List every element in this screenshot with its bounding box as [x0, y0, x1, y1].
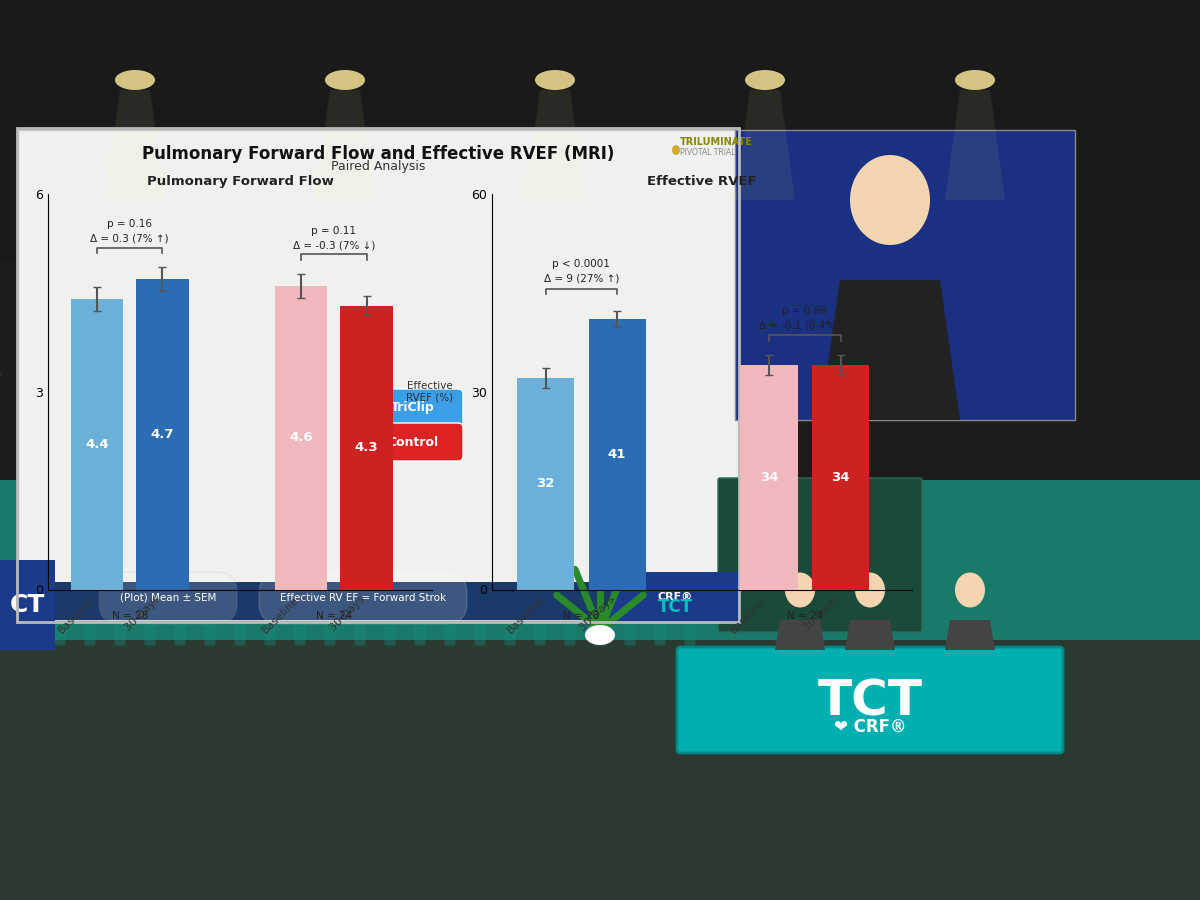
Bar [517, 378, 575, 590]
Text: TCT: TCT [658, 598, 692, 616]
Ellipse shape [325, 70, 365, 90]
Text: Pulmonary Forward Flow and Effective RVEF (MRI): Pulmonary Forward Flow and Effective RVE… [142, 145, 614, 163]
Text: (Plot) Mean ± SEM: (Plot) Mean ± SEM [120, 593, 216, 603]
FancyBboxPatch shape [677, 647, 1063, 753]
Text: ❤ CRF®: ❤ CRF® [834, 718, 906, 736]
FancyBboxPatch shape [470, 603, 692, 628]
Polygon shape [0, 480, 1200, 640]
Title: Pulmonary Forward Flow: Pulmonary Forward Flow [146, 176, 334, 188]
Text: Control: Control [388, 436, 438, 448]
Text: Pulmonary
Forward
Flow
(L/min): Pulmonary Forward Flow (L/min) [0, 369, 2, 414]
Text: CT: CT [10, 593, 44, 617]
Bar [740, 365, 798, 590]
Bar [588, 319, 646, 590]
Text: Paired Analysis: Paired Analysis [331, 160, 425, 173]
Text: Effective
RVEF (%): Effective RVEF (%) [406, 381, 454, 402]
Text: p = 0.89: p = 0.89 [782, 306, 827, 316]
Text: 34: 34 [760, 471, 779, 484]
Polygon shape [845, 620, 895, 650]
Text: Δ = -0.3 (7% ↓): Δ = -0.3 (7% ↓) [293, 240, 376, 250]
Bar [71, 299, 124, 590]
Text: 4.4: 4.4 [85, 437, 109, 451]
Polygon shape [734, 90, 796, 200]
Polygon shape [0, 640, 1200, 900]
Ellipse shape [785, 572, 815, 608]
Text: Effective RV EF = Forward Strok: Effective RV EF = Forward Strok [280, 593, 446, 603]
Text: N = 24: N = 24 [787, 611, 823, 621]
Text: Δ = 9 (27% ↑): Δ = 9 (27% ↑) [544, 274, 619, 284]
Text: 34: 34 [832, 471, 850, 484]
FancyBboxPatch shape [364, 389, 463, 427]
Text: p = 0.11: p = 0.11 [312, 226, 356, 236]
Polygon shape [106, 90, 166, 200]
Text: 4.3: 4.3 [355, 441, 378, 454]
Ellipse shape [745, 70, 785, 90]
Bar [137, 279, 188, 590]
Polygon shape [775, 620, 826, 650]
Text: TCT: TCT [817, 678, 923, 726]
FancyBboxPatch shape [0, 560, 55, 650]
Text: TRILUMINATE: TRILUMINATE [680, 137, 752, 147]
FancyBboxPatch shape [364, 423, 463, 461]
Text: TriClip: TriClip [391, 401, 434, 415]
Ellipse shape [586, 625, 616, 645]
Text: N = 28: N = 28 [112, 611, 148, 621]
Text: N = 24: N = 24 [316, 611, 352, 621]
FancyBboxPatch shape [18, 130, 738, 620]
Text: Δ = 0.3 (7% ↑): Δ = 0.3 (7% ↑) [90, 234, 169, 244]
Title: Effective RVEF: Effective RVEF [647, 176, 757, 188]
Polygon shape [526, 90, 586, 200]
Text: 41: 41 [608, 447, 626, 461]
Text: 4.6: 4.6 [289, 431, 313, 445]
Polygon shape [314, 90, 374, 200]
Ellipse shape [955, 572, 985, 608]
Text: CRF®: CRF® [658, 592, 692, 602]
Ellipse shape [850, 155, 930, 245]
Text: p = 0.16: p = 0.16 [107, 219, 152, 230]
Polygon shape [946, 620, 995, 650]
Text: 32: 32 [536, 477, 554, 490]
Polygon shape [820, 280, 960, 420]
Polygon shape [946, 90, 1006, 200]
Ellipse shape [955, 70, 995, 90]
Bar [341, 306, 392, 590]
FancyBboxPatch shape [610, 572, 740, 622]
FancyBboxPatch shape [734, 130, 1075, 420]
Polygon shape [0, 0, 1200, 280]
Ellipse shape [535, 70, 575, 90]
FancyBboxPatch shape [18, 582, 738, 620]
Bar [275, 286, 328, 590]
Ellipse shape [115, 70, 155, 90]
FancyBboxPatch shape [88, 603, 172, 628]
Text: p < 0.0001: p < 0.0001 [552, 259, 611, 269]
FancyBboxPatch shape [718, 478, 922, 632]
FancyBboxPatch shape [694, 603, 916, 628]
Ellipse shape [854, 572, 886, 608]
FancyBboxPatch shape [292, 603, 377, 628]
Text: N = 28: N = 28 [563, 611, 600, 621]
Text: 4.7: 4.7 [151, 428, 174, 441]
Text: PIVOTAL TRIAL: PIVOTAL TRIAL [680, 148, 736, 157]
Text: Δ = -0.1 (0.4% ↓): Δ = -0.1 (0.4% ↓) [758, 320, 851, 330]
Bar [812, 365, 869, 590]
Ellipse shape [672, 145, 680, 155]
